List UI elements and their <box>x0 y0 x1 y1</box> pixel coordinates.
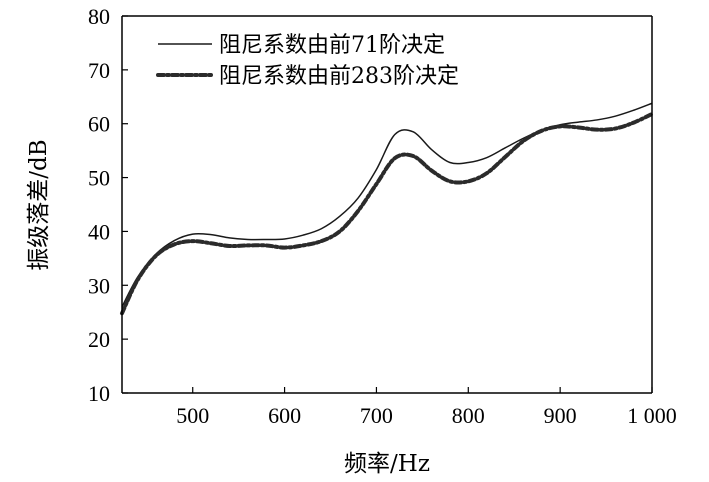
series-2-point-27 <box>614 127 617 130</box>
series-1-point-26 <box>595 118 598 121</box>
series-1-point-8 <box>265 238 268 241</box>
series-1-point-11 <box>320 227 323 230</box>
series-2-point-10 <box>301 244 304 247</box>
series-1-point-12 <box>338 215 341 218</box>
series-2-point-13 <box>357 209 360 212</box>
series-2-point-12 <box>338 230 341 233</box>
series-1-point-16 <box>412 130 415 133</box>
y-tick-label-3: 40 <box>88 219 110 244</box>
series-2-point-5 <box>210 242 213 245</box>
legend-label-series-1: 阻尼系数由前71阶决定 <box>219 33 445 58</box>
y-tick-label-6: 70 <box>88 58 110 83</box>
series-2-point-21 <box>504 156 507 159</box>
series-2-point-7 <box>246 244 249 247</box>
x-tick-label-3: 800 <box>452 403 485 428</box>
x-axis-title: 频率/Hz <box>344 451 430 477</box>
series-2-point-28 <box>632 121 635 124</box>
legend: 阻尼系数由前71阶决定 阻尼系数由前283阶决定 <box>156 33 459 89</box>
series-1-point-6 <box>228 236 231 239</box>
x-tick-label-2: 700 <box>360 403 393 428</box>
series-line-2 <box>120 112 654 316</box>
series-1-point-27 <box>614 115 617 118</box>
x-tick-label-1: 600 <box>268 403 301 428</box>
series-1-point-5 <box>210 233 213 236</box>
series-2-point-25 <box>577 126 580 129</box>
y-tick-label-7: 80 <box>88 4 110 29</box>
series-2-point-24 <box>559 125 562 128</box>
y-axis-title: 振级落差/dB <box>26 139 52 270</box>
legend-label-series-2: 阻尼系数由前283阶决定 <box>219 64 459 89</box>
series-2-point-23 <box>540 129 543 132</box>
series-2-point-11 <box>320 240 323 243</box>
series-2-point-14 <box>375 183 378 186</box>
axes-layer <box>121 15 653 394</box>
x-tick-label-4: 900 <box>544 403 577 428</box>
series-2-point-9 <box>283 246 286 249</box>
x-tick-label-5: 1 000 <box>627 403 677 428</box>
series-2-point-8 <box>265 244 268 247</box>
series-2-point-15 <box>393 157 396 160</box>
series-1-point-14 <box>375 168 378 171</box>
series-1-point-28 <box>632 109 635 112</box>
series-1-point-19 <box>467 161 470 164</box>
series-1-point-21 <box>504 146 507 149</box>
y-tick-label-0: 10 <box>88 381 110 406</box>
series-1-point-25 <box>577 121 580 124</box>
y-tick-label-4: 50 <box>88 166 110 191</box>
series-1-point-9 <box>283 237 286 240</box>
series-2-point-26 <box>595 128 598 131</box>
series-2-point-1 <box>136 278 139 281</box>
series-1-point-18 <box>448 161 451 164</box>
series-1-point-4 <box>191 233 194 236</box>
ticks-layer: 500 600 700 800 900 1 000 10 20 30 40 50 60 70 80 <box>88 4 677 428</box>
series-2-point-3 <box>173 243 176 246</box>
x-tick-label-0: 500 <box>176 403 209 428</box>
series-2-point-18 <box>448 180 451 183</box>
series-1-point-13 <box>357 197 360 200</box>
series-1-point-20 <box>485 156 488 159</box>
series-1-point-17 <box>430 148 433 151</box>
series-2-point-22 <box>522 139 525 142</box>
series-2-point-6 <box>228 244 231 247</box>
series-1-point-7 <box>246 238 249 241</box>
series-2-point-20 <box>485 172 488 175</box>
y-tick-label-2: 30 <box>88 273 110 298</box>
y-tick-label-1: 20 <box>88 327 110 352</box>
series-1-point-3 <box>173 239 176 242</box>
series-2-point-2 <box>154 254 157 257</box>
series-1-point-15 <box>393 133 396 136</box>
series-layer <box>120 102 654 316</box>
series-2-point-17 <box>430 169 433 172</box>
y-tick-label-5: 60 <box>88 112 110 137</box>
series-line-1 <box>121 102 653 308</box>
series-2-point-4 <box>191 240 194 243</box>
series-1-point-10 <box>301 234 304 237</box>
series-2-point-16 <box>412 155 415 158</box>
series-2-point-19 <box>467 180 470 183</box>
